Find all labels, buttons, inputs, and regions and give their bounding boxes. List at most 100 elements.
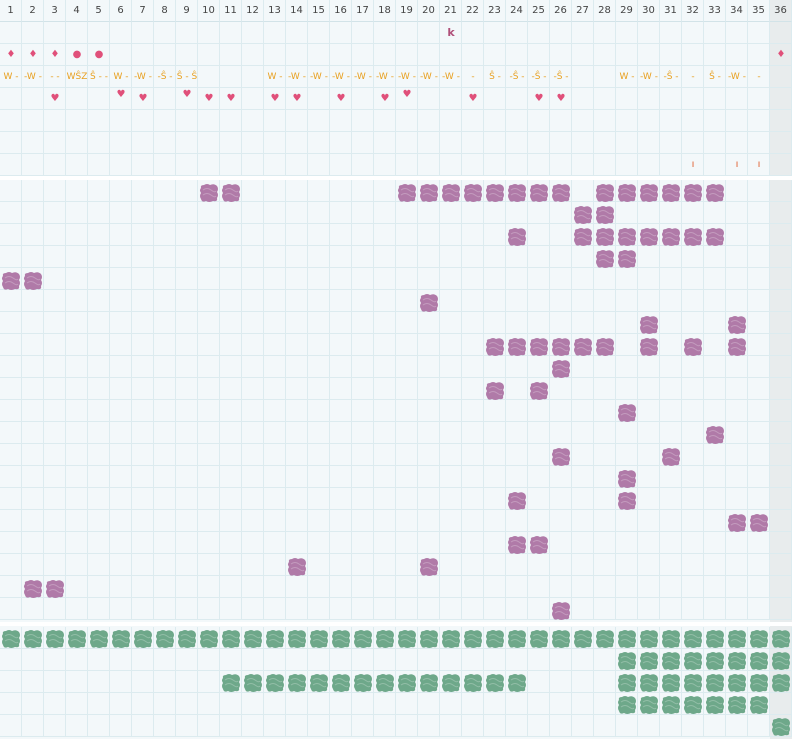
grid-cell[interactable] bbox=[308, 554, 330, 576]
grid-cell[interactable] bbox=[528, 444, 550, 466]
grid-cell[interactable] bbox=[352, 627, 374, 649]
grid-cell[interactable] bbox=[198, 576, 220, 598]
grid-cell[interactable] bbox=[748, 312, 770, 334]
grid-cell[interactable] bbox=[704, 693, 726, 715]
grid-cell[interactable] bbox=[44, 110, 66, 132]
green-block[interactable] bbox=[616, 694, 638, 716]
grid-cell[interactable] bbox=[374, 154, 396, 176]
green-block[interactable] bbox=[660, 628, 682, 650]
grid-cell[interactable] bbox=[660, 312, 682, 334]
grid-cell[interactable] bbox=[506, 598, 528, 620]
grid-cell[interactable] bbox=[462, 444, 484, 466]
grid-cell[interactable] bbox=[110, 715, 132, 737]
grid-cell[interactable] bbox=[396, 532, 418, 554]
green-block[interactable] bbox=[660, 672, 682, 694]
grid-cell[interactable] bbox=[462, 671, 484, 693]
grid-cell[interactable] bbox=[572, 400, 594, 422]
grid-cell[interactable] bbox=[220, 532, 242, 554]
grid-cell[interactable] bbox=[198, 22, 220, 44]
grid-cell[interactable] bbox=[176, 66, 198, 88]
grid-cell[interactable] bbox=[748, 715, 770, 737]
grid-cell[interactable] bbox=[440, 202, 462, 224]
grid-cell[interactable] bbox=[44, 44, 66, 66]
grid-cell[interactable] bbox=[506, 66, 528, 88]
grid-cell[interactable] bbox=[572, 356, 594, 378]
grid-cell[interactable] bbox=[242, 466, 264, 488]
grid-cell[interactable] bbox=[682, 649, 704, 671]
grid-cell[interactable] bbox=[66, 378, 88, 400]
grid-cell[interactable] bbox=[132, 180, 154, 202]
grid-cell[interactable] bbox=[242, 693, 264, 715]
grid-cell[interactable] bbox=[528, 422, 550, 444]
grid-cell[interactable] bbox=[572, 88, 594, 110]
grid-cell[interactable] bbox=[286, 22, 308, 44]
grid-cell[interactable] bbox=[748, 44, 770, 66]
grid-cell[interactable] bbox=[748, 22, 770, 44]
grid-cell[interactable] bbox=[176, 444, 198, 466]
green-block[interactable] bbox=[638, 628, 660, 650]
grid-cell[interactable] bbox=[418, 627, 440, 649]
grid-cell[interactable] bbox=[22, 88, 44, 110]
grid-cell[interactable] bbox=[66, 576, 88, 598]
grid-cell[interactable] bbox=[638, 290, 660, 312]
grid-cell[interactable] bbox=[286, 693, 308, 715]
grid-cell[interactable] bbox=[352, 44, 374, 66]
grid-cell[interactable] bbox=[220, 488, 242, 510]
grid-cell[interactable] bbox=[242, 224, 264, 246]
grid-cell[interactable] bbox=[704, 334, 726, 356]
grid-cell[interactable] bbox=[66, 44, 88, 66]
green-block[interactable] bbox=[506, 628, 528, 650]
grid-cell[interactable] bbox=[264, 510, 286, 532]
grid-cell[interactable] bbox=[44, 693, 66, 715]
grid-cell[interactable] bbox=[726, 444, 748, 466]
purple-block[interactable] bbox=[418, 182, 440, 204]
grid-cell[interactable] bbox=[88, 649, 110, 671]
grid-cell[interactable] bbox=[44, 715, 66, 737]
grid-cell[interactable] bbox=[110, 268, 132, 290]
grid-cell[interactable] bbox=[396, 66, 418, 88]
grid-cell[interactable] bbox=[0, 66, 22, 88]
grid-cell[interactable] bbox=[462, 554, 484, 576]
grid-cell[interactable] bbox=[44, 649, 66, 671]
grid-cell[interactable] bbox=[528, 649, 550, 671]
grid-cell[interactable] bbox=[440, 154, 462, 176]
grid-cell[interactable] bbox=[462, 66, 484, 88]
grid-cell[interactable] bbox=[682, 532, 704, 554]
grid-cell[interactable] bbox=[550, 649, 572, 671]
grid-cell[interactable] bbox=[198, 444, 220, 466]
purple-block[interactable] bbox=[660, 226, 682, 248]
grid-cell[interactable] bbox=[66, 334, 88, 356]
grid-cell[interactable] bbox=[132, 268, 154, 290]
grid-cell[interactable] bbox=[594, 715, 616, 737]
grid-cell[interactable] bbox=[616, 598, 638, 620]
grid-cell[interactable] bbox=[418, 22, 440, 44]
purple-block[interactable] bbox=[594, 226, 616, 248]
grid-cell[interactable] bbox=[264, 110, 286, 132]
grid-cell[interactable] bbox=[176, 466, 198, 488]
grid-cell[interactable] bbox=[330, 44, 352, 66]
grid-cell[interactable] bbox=[330, 268, 352, 290]
grid-cell[interactable] bbox=[352, 224, 374, 246]
grid-cell[interactable] bbox=[550, 576, 572, 598]
grid-cell[interactable] bbox=[550, 22, 572, 44]
grid-cell[interactable] bbox=[308, 649, 330, 671]
grid-cell[interactable] bbox=[44, 356, 66, 378]
grid-cell[interactable] bbox=[418, 400, 440, 422]
grid-cell[interactable] bbox=[242, 268, 264, 290]
grid-cell[interactable] bbox=[660, 627, 682, 649]
grid-cell[interactable] bbox=[286, 66, 308, 88]
grid-cell[interactable] bbox=[88, 246, 110, 268]
grid-cell[interactable] bbox=[308, 154, 330, 176]
grid-cell[interactable] bbox=[264, 180, 286, 202]
grid-cell[interactable] bbox=[726, 180, 748, 202]
grid-cell[interactable] bbox=[0, 110, 22, 132]
green-block[interactable] bbox=[726, 628, 748, 650]
grid-cell[interactable] bbox=[22, 466, 44, 488]
grid-cell[interactable] bbox=[66, 224, 88, 246]
green-block[interactable] bbox=[748, 694, 770, 716]
grid-cell[interactable] bbox=[704, 22, 726, 44]
grid-cell[interactable] bbox=[660, 110, 682, 132]
grid-cell[interactable] bbox=[176, 334, 198, 356]
grid-cell[interactable] bbox=[374, 312, 396, 334]
grid-cell[interactable] bbox=[616, 268, 638, 290]
